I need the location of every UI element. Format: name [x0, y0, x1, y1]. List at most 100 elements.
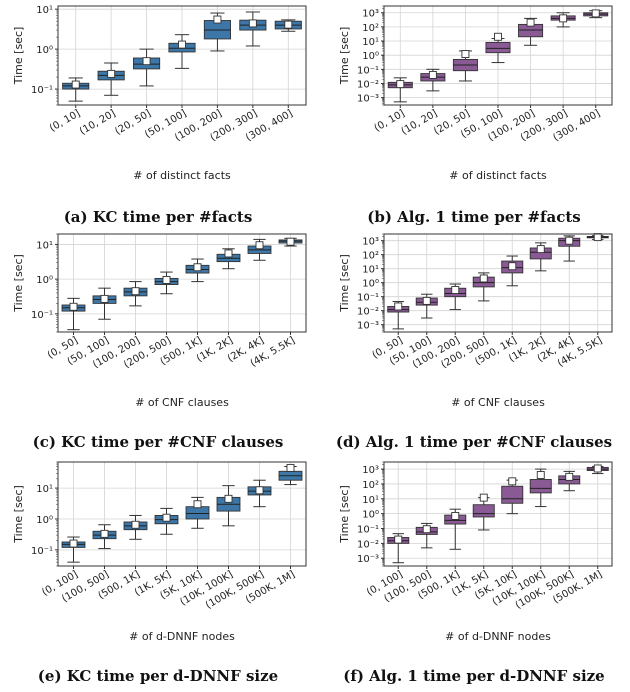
- mean-marker: [394, 535, 403, 544]
- x-tick-label: (0, 10]: [48, 108, 82, 134]
- box-0: [61, 536, 86, 563]
- x-tick-label: (10, 20]: [78, 108, 118, 137]
- box-6: [247, 479, 272, 508]
- box-4: [203, 12, 231, 52]
- mean-marker: [508, 477, 517, 486]
- box-2: [444, 283, 467, 311]
- mean-marker: [565, 236, 574, 245]
- x-tick-label: (10, 20]: [400, 108, 440, 137]
- mean-marker: [100, 294, 109, 303]
- mean-marker: [100, 529, 109, 538]
- y-axis-title: Time [sec]: [12, 27, 25, 86]
- box-iqr: [185, 506, 210, 520]
- mean-marker: [591, 9, 600, 18]
- y-tick-label: 10⁰: [362, 510, 379, 521]
- box-6: [558, 470, 581, 492]
- mean-marker: [162, 513, 171, 522]
- mean-marker: [451, 512, 460, 520]
- box-3: [154, 507, 179, 535]
- plot-frame: [57, 233, 307, 333]
- subfigure-caption: (b) Alg. 1 time per #facts: [367, 208, 581, 226]
- box-2: [123, 514, 148, 540]
- box-iqr: [501, 485, 524, 504]
- box-4: [185, 258, 210, 283]
- box-1: [97, 62, 125, 96]
- box-6: [274, 19, 302, 32]
- box-5: [216, 248, 241, 270]
- mean-marker: [162, 275, 171, 284]
- y-tick-label: 10⁻¹: [31, 85, 53, 96]
- y-tick-label: 10¹: [362, 37, 379, 48]
- mean-marker: [494, 32, 502, 41]
- y-tick-label: 10¹: [36, 240, 53, 251]
- mean-marker: [286, 463, 295, 472]
- mean-marker: [284, 20, 293, 29]
- mean-marker: [131, 287, 140, 296]
- box-0: [387, 301, 410, 330]
- y-tick-label: 10³: [362, 9, 379, 20]
- mean-marker: [479, 274, 488, 283]
- mean-marker: [565, 472, 574, 481]
- box-1: [420, 68, 446, 92]
- box-5: [239, 11, 267, 47]
- y-axis-title: Time [sec]: [338, 254, 351, 313]
- y-tick-label: 10³: [362, 465, 379, 476]
- y-tick-label: 10⁻³: [357, 321, 379, 332]
- box-5: [529, 468, 552, 508]
- mean-marker: [69, 539, 78, 548]
- plot-frame: [383, 233, 613, 333]
- y-tick-label: 10⁻³: [357, 94, 379, 105]
- y-axis-title: Time [sec]: [12, 485, 25, 544]
- y-tick-label: 10⁻²: [357, 79, 379, 90]
- mean-marker: [451, 286, 460, 294]
- y-tick-label: 10²: [362, 251, 379, 262]
- box-4: [501, 255, 524, 287]
- y-axis-title: Time [sec]: [338, 27, 351, 86]
- box-2: [452, 50, 478, 82]
- mean-marker: [428, 70, 437, 79]
- y-tick-label: 10⁻³: [357, 554, 379, 565]
- box-6: [247, 238, 272, 261]
- box-3: [472, 272, 495, 302]
- mean-marker: [224, 494, 233, 503]
- x-axis-title: # of CNF clauses: [135, 396, 229, 409]
- box-2: [444, 508, 467, 550]
- y-tick-label: 10⁰: [36, 45, 53, 56]
- subfigure-caption: (a) KC time per #facts: [64, 208, 253, 226]
- y-tick-label: 10⁻¹: [31, 546, 53, 557]
- box-0: [61, 297, 86, 331]
- y-tick-label: 10⁰: [36, 275, 53, 286]
- mean-marker: [193, 263, 202, 272]
- x-axis-title: # of d-DNNF nodes: [445, 630, 551, 643]
- mean-marker: [193, 500, 202, 509]
- box-6: [583, 9, 609, 19]
- box-3: [168, 34, 196, 69]
- box-6: [558, 235, 581, 262]
- box-2: [133, 48, 161, 87]
- box-0: [62, 77, 90, 102]
- y-tick-label: 10⁻¹: [357, 293, 379, 304]
- mean-marker: [255, 241, 264, 250]
- box-4: [185, 496, 210, 529]
- mean-marker: [593, 233, 602, 242]
- subfigure-caption: (f) Alg. 1 time per d-DNNF size: [343, 667, 604, 685]
- x-axis-title: # of distinct facts: [133, 169, 231, 182]
- box-7: [586, 233, 609, 242]
- y-tick-label: 10²: [362, 480, 379, 491]
- mean-marker: [213, 15, 222, 24]
- box-1: [92, 524, 117, 550]
- y-tick-label: 10¹: [362, 495, 379, 506]
- plot-frame: [383, 461, 613, 567]
- mean-marker: [536, 245, 545, 254]
- y-tick-label: 10¹: [36, 5, 53, 16]
- mean-marker: [526, 18, 535, 27]
- mean-marker: [142, 57, 151, 66]
- mean-marker: [107, 69, 116, 78]
- mean-marker: [255, 486, 264, 495]
- box-5: [550, 12, 576, 28]
- box-2: [123, 281, 148, 307]
